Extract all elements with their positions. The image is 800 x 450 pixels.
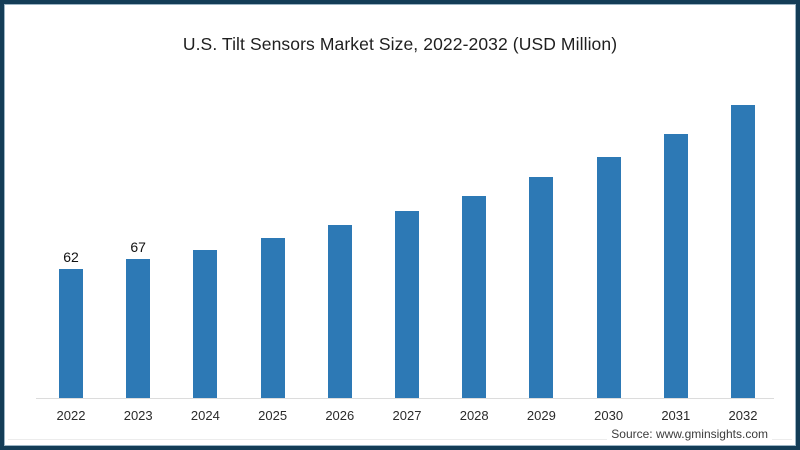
bar-2032 bbox=[731, 105, 755, 398]
bar-value-label-2023: 67 bbox=[130, 239, 146, 255]
footer-divider bbox=[8, 439, 792, 440]
x-tick-label-2027: 2027 bbox=[392, 408, 422, 423]
bar-value-label-2022: 62 bbox=[63, 249, 79, 265]
bar-2023 bbox=[126, 259, 151, 398]
x-axis-line bbox=[36, 398, 774, 399]
bar-2025 bbox=[260, 238, 285, 398]
x-tick-label-2023: 2023 bbox=[123, 408, 153, 423]
bar-2027 bbox=[395, 211, 419, 398]
bar-2026 bbox=[327, 225, 352, 398]
bar-2022 bbox=[59, 269, 83, 398]
bar-chart-plot-area: 62 2022 67 2023 2024 2025 2026 2027 2028 2029 2030… bbox=[4, 4, 796, 446]
bar-2030 bbox=[596, 157, 621, 398]
chart-title: U.S. Tilt Sensors Market Size, 2022-2032… bbox=[182, 34, 618, 54]
x-tick-label-2032: 2032 bbox=[728, 408, 758, 423]
x-tick-label-2028: 2028 bbox=[459, 408, 489, 423]
bar-2031 bbox=[663, 134, 688, 398]
x-tick-label-2026: 2026 bbox=[325, 408, 355, 423]
bar-2029 bbox=[529, 177, 554, 398]
bar-2028 bbox=[462, 196, 487, 398]
x-tick-label-2022: 2022 bbox=[56, 408, 86, 423]
x-tick-label-2030: 2030 bbox=[594, 408, 624, 423]
x-tick-label-2024: 2024 bbox=[190, 408, 220, 423]
x-tick-label-2031: 2031 bbox=[661, 408, 691, 423]
x-tick-label-2025: 2025 bbox=[258, 408, 288, 423]
x-tick-label-2029: 2029 bbox=[526, 408, 556, 423]
source-credit: Source: www.gminsights.com bbox=[607, 426, 772, 442]
bar-2024 bbox=[193, 250, 218, 398]
